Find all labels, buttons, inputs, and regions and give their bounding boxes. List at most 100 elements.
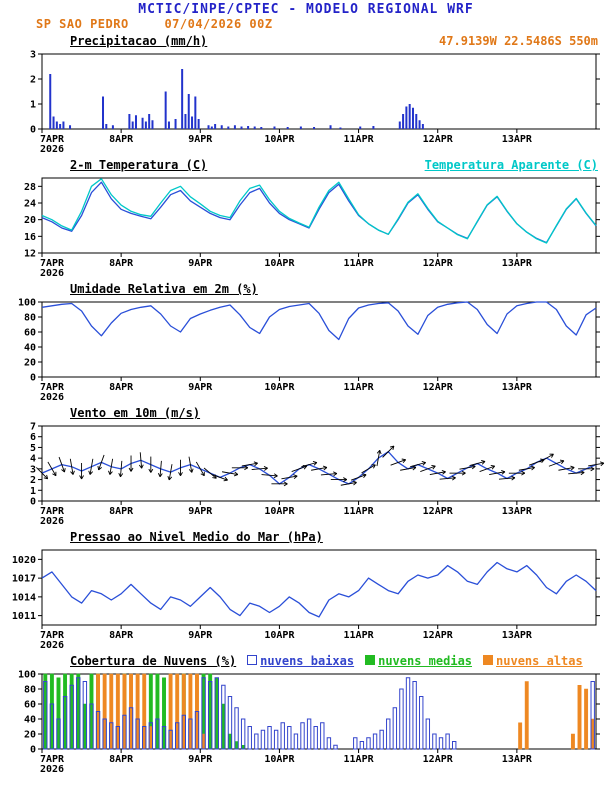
run-timestamp: 07/04/2026 00Z xyxy=(164,17,273,31)
legend-nuvens-altas: nuvens altas xyxy=(483,654,583,668)
temperature-title: 2-m Temperatura (C) xyxy=(70,158,208,172)
svg-text:60: 60 xyxy=(24,328,36,339)
svg-text:13APR: 13APR xyxy=(502,630,533,641)
svg-text:4: 4 xyxy=(30,454,36,465)
svg-text:13APR: 13APR xyxy=(502,258,533,269)
svg-text:3: 3 xyxy=(30,464,36,475)
svg-text:12APR: 12APR xyxy=(423,134,454,145)
svg-text:11APR: 11APR xyxy=(344,258,375,269)
svg-text:2: 2 xyxy=(30,75,36,86)
humidity-title: Umidade Relativa em 2m (%) xyxy=(70,282,258,296)
panel-humidity: Umidade Relativa em 2m (%) 0 20 40 60 80 100 7… xyxy=(0,282,612,405)
panel-clouds: Cobertura de Nuvens (%) nuvens baixas nu… xyxy=(0,654,612,777)
panel-wind: Vento em 10m (m/s) 0 1 2 3 4 5 6 7 7APR 2026 8APR 9… xyxy=(0,406,612,529)
wind-title-row: Vento em 10m (m/s) xyxy=(0,406,612,421)
legend-nuvens-baixas: nuvens baixas xyxy=(247,654,354,668)
svg-text:12APR: 12APR xyxy=(423,382,454,393)
svg-text:10APR: 10APR xyxy=(264,258,295,269)
svg-text:11APR: 11APR xyxy=(344,382,375,393)
svg-text:2026: 2026 xyxy=(40,516,64,527)
svg-text:3: 3 xyxy=(30,50,36,61)
svg-text:0: 0 xyxy=(30,373,36,384)
station-header: SP SAO PEDRO 07/04/2026 00Z xyxy=(0,17,612,33)
svg-text:10APR: 10APR xyxy=(264,630,295,641)
svg-text:2026: 2026 xyxy=(40,764,64,775)
svg-text:9APR: 9APR xyxy=(188,630,213,641)
svg-text:7: 7 xyxy=(30,422,36,433)
svg-text:9APR: 9APR xyxy=(188,754,213,765)
svg-text:0: 0 xyxy=(30,745,36,756)
svg-text:7APR: 7APR xyxy=(40,630,65,641)
svg-text:13APR: 13APR xyxy=(502,754,533,765)
svg-text:1017: 1017 xyxy=(12,574,36,585)
panel-precipitation: Precipitacao (mm/h) 47.9139W 22.5486S 55… xyxy=(0,34,612,157)
svg-text:1020: 1020 xyxy=(12,555,36,566)
precipitation-title-row: Precipitacao (mm/h) 47.9139W 22.5486S 55… xyxy=(0,34,612,49)
precipitation-title: Precipitacao (mm/h) xyxy=(70,34,208,48)
nuvens-baixas-swatch xyxy=(247,655,258,665)
pressure-title: Pressao ao Nivel Medio do Mar (hPa) xyxy=(70,530,323,544)
svg-text:10APR: 10APR xyxy=(264,134,295,145)
svg-text:1: 1 xyxy=(30,486,36,497)
temperature-title-row: 2-m Temperatura (C) Temperatura Aparente… xyxy=(0,158,612,173)
svg-text:12APR: 12APR xyxy=(423,754,454,765)
svg-text:2026: 2026 xyxy=(40,392,64,403)
svg-text:8APR: 8APR xyxy=(109,134,134,145)
svg-text:11APR: 11APR xyxy=(344,754,375,765)
nuvens-medias-swatch xyxy=(365,655,376,665)
svg-text:7APR: 7APR xyxy=(40,134,65,145)
svg-text:6: 6 xyxy=(30,432,36,443)
svg-text:9APR: 9APR xyxy=(188,506,213,517)
svg-text:100: 100 xyxy=(18,298,36,309)
svg-text:10APR: 10APR xyxy=(264,382,295,393)
legend-nuvens-medias: nuvens medias xyxy=(365,654,472,668)
svg-text:20: 20 xyxy=(24,358,36,369)
model-title: MCTIC/INPE/CPTEC - MODELO REGIONAL WRF xyxy=(138,2,474,17)
nuvens-baixas-label: nuvens baixas xyxy=(260,654,355,668)
svg-text:5: 5 xyxy=(30,443,36,454)
svg-text:2026: 2026 xyxy=(40,268,64,279)
svg-text:12APR: 12APR xyxy=(423,506,454,517)
svg-text:8APR: 8APR xyxy=(109,258,134,269)
svg-text:20: 20 xyxy=(24,730,36,741)
station-coordinates: 47.9139W 22.5486S 550m xyxy=(439,34,598,48)
wind-title: Vento em 10m (m/s) xyxy=(70,406,201,420)
svg-text:1: 1 xyxy=(30,100,36,111)
panel-temperature: 2-m Temperatura (C) Temperatura Aparente… xyxy=(0,158,612,281)
svg-text:24: 24 xyxy=(24,199,36,210)
svg-text:28: 28 xyxy=(24,182,36,193)
svg-text:8APR: 8APR xyxy=(109,630,134,641)
svg-text:8APR: 8APR xyxy=(109,382,134,393)
svg-text:11APR: 11APR xyxy=(344,506,375,517)
svg-text:2026: 2026 xyxy=(40,640,64,651)
svg-text:80: 80 xyxy=(24,313,36,324)
svg-text:12: 12 xyxy=(24,249,36,260)
svg-text:13APR: 13APR xyxy=(502,382,533,393)
svg-text:40: 40 xyxy=(24,715,36,726)
svg-text:11APR: 11APR xyxy=(344,630,375,641)
svg-text:7APR: 7APR xyxy=(40,258,65,269)
svg-text:9APR: 9APR xyxy=(188,134,213,145)
svg-text:7APR: 7APR xyxy=(40,382,65,393)
pressure-title-row: Pressao ao Nivel Medio do Mar (hPa) xyxy=(0,530,612,545)
svg-text:12APR: 12APR xyxy=(423,630,454,641)
svg-text:9APR: 9APR xyxy=(188,258,213,269)
svg-text:7APR: 7APR xyxy=(40,754,65,765)
svg-text:1014: 1014 xyxy=(12,592,36,603)
svg-text:80: 80 xyxy=(24,685,36,696)
svg-text:0: 0 xyxy=(30,497,36,508)
svg-text:8APR: 8APR xyxy=(109,754,134,765)
svg-text:1011: 1011 xyxy=(12,611,36,622)
nuvens-medias-label: nuvens medias xyxy=(378,654,473,668)
svg-text:11APR: 11APR xyxy=(344,134,375,145)
svg-text:10APR: 10APR xyxy=(264,754,295,765)
svg-text:9APR: 9APR xyxy=(188,382,213,393)
svg-text:20: 20 xyxy=(24,215,36,226)
apparent-temperature-label: Temperatura Aparente (C) xyxy=(424,158,598,172)
